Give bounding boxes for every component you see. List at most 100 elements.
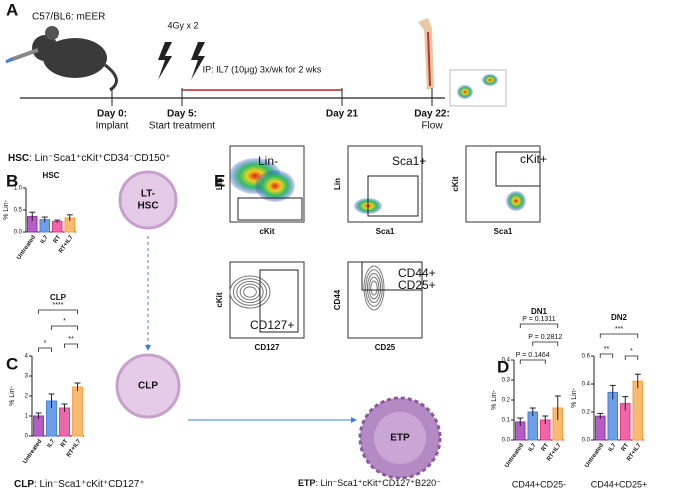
- panel-label: E: [214, 171, 225, 190]
- x-tick-label: Untreated: [22, 438, 43, 465]
- y-tick-label: 0.2: [582, 410, 591, 416]
- y-tick-label: 0.1: [502, 418, 511, 424]
- population-marker: : Lin⁻Sca1⁺cKit⁺CD127⁺: [34, 479, 145, 490]
- significance-label: **: [604, 346, 610, 353]
- gate-label: CD127+: [250, 318, 294, 332]
- flow-gate: [259, 269, 299, 333]
- y-tick-label: 0.0: [14, 230, 23, 236]
- x-tick-label: Untreated: [584, 442, 605, 469]
- significance-label: ***: [615, 326, 623, 333]
- flow-contour: [365, 269, 383, 307]
- population-marker: : Lin⁻Sca1⁺cKit⁺CD34⁻CD150⁺: [29, 153, 170, 164]
- gate-label: cKit+: [520, 152, 547, 166]
- flow-gate: [361, 261, 423, 291]
- y-tick-label: 0.2: [502, 398, 511, 404]
- flow-x-label: CD25: [375, 343, 396, 352]
- treatment-label: IP: IL7 (10μg) 3x/wk for 2 wks: [203, 64, 322, 74]
- bone-icon: [418, 18, 434, 90]
- irradiation-label: 4Gy x 2: [167, 20, 198, 30]
- significance-bracket: [519, 359, 546, 364]
- y-tick-label: 4: [25, 354, 29, 360]
- chart-title: HSC: [43, 171, 60, 180]
- significance-label: **: [68, 336, 74, 343]
- flow-contour: [368, 276, 380, 300]
- bar: [59, 407, 70, 437]
- panel-label: A: [6, 0, 18, 19]
- x-axis-label: CD44+CD25+: [591, 479, 648, 489]
- mouse-label: C57/BL6: mEER: [32, 12, 105, 23]
- x-tick-label: RT: [53, 234, 63, 244]
- bar: [607, 391, 618, 441]
- mouse-icon: [5, 26, 118, 92]
- x-tick-label: IL7: [608, 442, 618, 453]
- cell-icon: [115, 170, 442, 480]
- population-name: ETP: [298, 478, 316, 488]
- cell-label: ETP: [390, 433, 410, 444]
- y-axis-label: % Lin-: [571, 387, 578, 408]
- event-day: Day 22:: [414, 109, 450, 120]
- flow-y-label: cKit: [215, 292, 224, 307]
- significance-bracket: [38, 347, 52, 352]
- y-axis-label: % Lin-: [491, 389, 498, 410]
- flow-contour: [232, 278, 268, 306]
- event-desc: Implant: [96, 121, 129, 132]
- flow-y-label: Lin: [215, 178, 224, 190]
- significance-bracket: [532, 341, 559, 346]
- gate-label: CD44+: [398, 266, 436, 280]
- y-tick-label: 0.5: [14, 208, 23, 214]
- panel-label: D: [497, 357, 509, 376]
- significance-label: *: [63, 318, 66, 325]
- y-axis-label: % Lin-: [3, 199, 10, 220]
- event-day: Day 21: [326, 109, 359, 120]
- significance-label: *: [630, 348, 633, 355]
- flow-y-label: cKit: [451, 176, 460, 191]
- cell-label: HSC: [137, 201, 158, 212]
- flow-density: [506, 191, 526, 211]
- y-tick-label: 3: [25, 374, 29, 380]
- population-caption: CLP: Lin⁻Sca1⁺cKit⁺CD127⁺: [14, 479, 145, 490]
- flow-y-label: CD44: [333, 289, 342, 310]
- flow-density: [255, 170, 295, 202]
- flow-contour: [363, 265, 385, 311]
- population-name: HSC: [8, 153, 29, 164]
- significance-bracket: [519, 323, 559, 328]
- event-desc: Flow: [421, 121, 443, 132]
- significance-bracket: [624, 355, 639, 360]
- y-tick-label: 0.4: [582, 382, 591, 388]
- x-tick-label: RT+IL7: [66, 438, 83, 459]
- flow-x-label: Sca1: [494, 227, 513, 236]
- gate-label: CD25+: [398, 278, 436, 292]
- flow-x-label: Sca1: [376, 227, 395, 236]
- panel-label: B: [6, 171, 18, 190]
- flow-plot-frame: [465, 145, 541, 223]
- bar: [72, 386, 83, 437]
- y-tick-label: 0.4: [502, 358, 511, 364]
- population-caption: HSC: Lin⁻Sca1⁺cKit⁺CD34⁻CD150⁺: [8, 153, 171, 164]
- y-axis-label: % Lin-: [9, 385, 16, 406]
- flow-contour: [229, 275, 271, 309]
- gate-label: Sca1+: [392, 154, 426, 168]
- chart-title: DN2: [611, 313, 628, 322]
- chart-title: CLP: [50, 293, 67, 302]
- y-tick-label: 1.0: [14, 186, 23, 192]
- flow-contour: [243, 286, 257, 298]
- population-marker: : Lin⁻Sca1⁺cKit⁺CD127⁺B220⁻: [316, 478, 442, 488]
- flow-plot-frame: [347, 261, 423, 339]
- x-axis-label: CD44+CD25-: [512, 479, 566, 489]
- x-tick-label: IL7: [40, 234, 50, 245]
- significance-bracket: [599, 353, 614, 358]
- flow-x-label: CD127: [255, 343, 280, 352]
- significance-label: ****: [53, 302, 64, 309]
- x-tick-label: IL7: [47, 438, 57, 449]
- event-day: Day 0:: [97, 109, 127, 120]
- significance-label: *: [44, 340, 47, 347]
- flow-y-label: Lin: [333, 178, 342, 190]
- cell-label: LT-: [141, 189, 155, 200]
- bar: [52, 220, 63, 233]
- significance-label: P = 0.2812: [528, 334, 562, 341]
- significance-label: P = 0.1464: [516, 352, 550, 359]
- event-desc: Start treatment: [149, 121, 215, 132]
- flow-contour: [366, 272, 382, 304]
- x-tick-label: RT: [60, 438, 70, 448]
